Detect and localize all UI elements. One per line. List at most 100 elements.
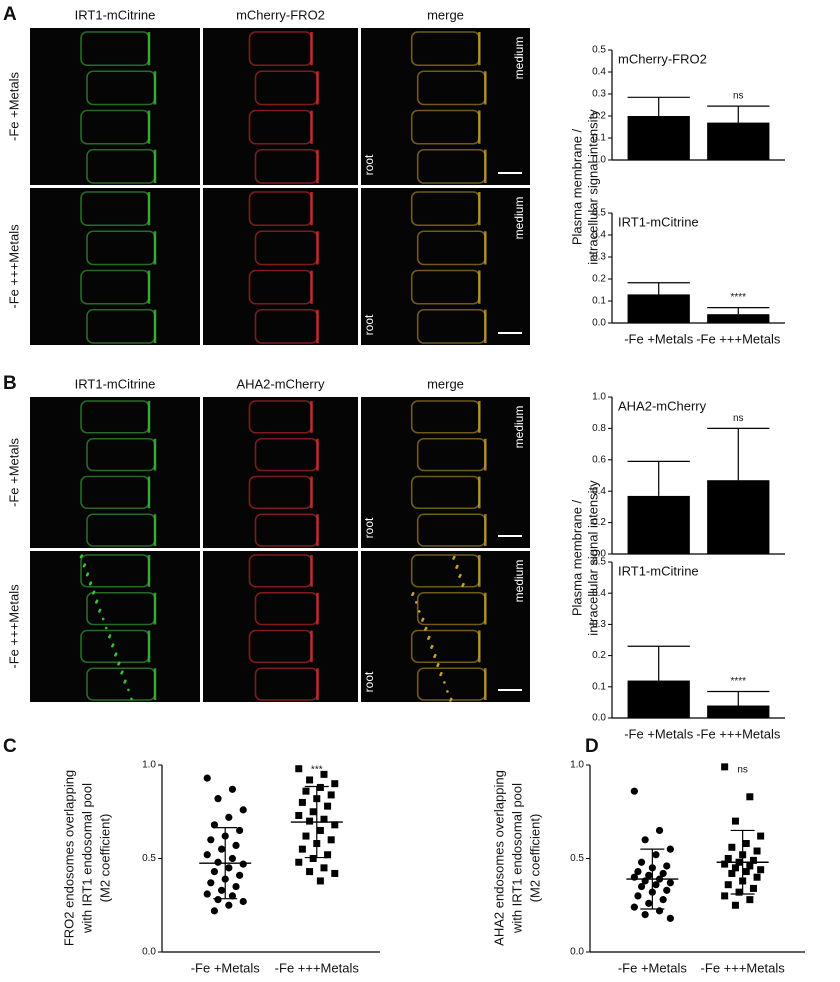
x-tick-label: -Fe +Metals — [618, 960, 687, 975]
x-tick-label: -Fe +Metals — [624, 726, 693, 741]
point — [721, 892, 729, 900]
point — [327, 836, 335, 844]
y-tick-label: 0.5 — [592, 208, 606, 219]
point — [327, 791, 335, 799]
point — [742, 868, 750, 876]
point — [320, 770, 328, 778]
endosome — [123, 681, 126, 684]
point — [302, 787, 310, 795]
point — [630, 903, 638, 911]
point — [731, 901, 739, 909]
y-tick-label: 0.3 — [592, 252, 606, 263]
chart-title: IRT1-mCitrine — [618, 563, 699, 578]
point — [225, 901, 233, 909]
point — [225, 864, 233, 872]
y-tick-label: 0.4 — [592, 588, 606, 599]
y-tick-label: 0.1 — [592, 681, 606, 692]
point — [218, 886, 226, 894]
y-tick-label: 0.1 — [592, 296, 606, 307]
micrograph — [203, 188, 358, 345]
endosome — [433, 655, 436, 658]
point — [641, 911, 649, 919]
point — [753, 847, 761, 855]
endosome — [427, 637, 430, 640]
y-tick-label: 0.3 — [592, 619, 606, 630]
endosome — [91, 591, 95, 595]
micrograph — [203, 397, 358, 548]
y-axis-label: FRO2 endosomes overlapping — [61, 770, 76, 946]
point — [324, 802, 332, 810]
point — [210, 867, 219, 876]
point — [735, 888, 743, 896]
y-tick-label: 0.2 — [592, 274, 606, 285]
point — [210, 907, 219, 915]
point — [663, 886, 671, 894]
row-label: -Fe +++Metals — [6, 584, 21, 669]
y-tick-label: 0.5 — [592, 557, 606, 568]
point — [320, 864, 328, 872]
micrograph — [30, 551, 200, 702]
x-tick-label: -Fe +++Metals — [275, 960, 360, 975]
root-label: root — [362, 671, 376, 692]
y-axis-label: Plasma membrane / — [569, 128, 584, 245]
medium-label: medium — [512, 560, 526, 603]
point — [214, 896, 222, 904]
bar — [627, 116, 690, 160]
y-tick-label: 0.4 — [592, 486, 606, 497]
endosome — [120, 672, 123, 675]
point — [637, 858, 646, 866]
point — [724, 855, 732, 862]
point — [663, 862, 671, 870]
medium-label: medium — [512, 197, 526, 240]
point — [655, 907, 664, 915]
bar — [707, 480, 770, 554]
endosome — [421, 619, 424, 622]
annotation: ns — [737, 765, 748, 776]
endosome — [446, 690, 449, 693]
y-axis-label: with IRT1 endosomal pool — [509, 783, 524, 934]
y-tick-label: 0.1 — [592, 133, 606, 144]
point — [749, 884, 757, 892]
point — [225, 813, 233, 821]
annotation: ns — [733, 91, 744, 102]
endosome — [117, 662, 120, 666]
point — [203, 851, 211, 859]
point — [214, 858, 222, 866]
point — [637, 882, 646, 891]
panel-letter: B — [3, 373, 17, 394]
column-header: merge — [427, 376, 464, 391]
y-axis-label: with IRT1 endosomal pool — [79, 783, 94, 934]
endosome — [114, 653, 117, 657]
point — [309, 855, 317, 862]
annotation: ns — [733, 413, 744, 424]
point — [232, 841, 240, 850]
column-header: merge — [427, 7, 464, 22]
point — [331, 821, 339, 829]
y-tick-label: 0.5 — [142, 853, 156, 864]
endosome — [95, 601, 98, 604]
point — [331, 780, 339, 788]
point — [295, 858, 303, 866]
point — [324, 851, 332, 859]
point — [742, 840, 750, 848]
endosome — [111, 644, 114, 648]
bar — [627, 495, 690, 554]
point — [316, 877, 324, 885]
point — [746, 896, 754, 904]
y-tick-label: 0.6 — [592, 454, 606, 465]
endosome — [452, 557, 455, 560]
column-header: IRT1-mCitrine — [75, 376, 156, 391]
point — [306, 868, 314, 876]
point — [659, 896, 667, 904]
endosome — [436, 664, 439, 668]
y-tick-label: 0.0 — [592, 713, 606, 724]
point — [728, 843, 736, 851]
y-tick-label: 1.0 — [570, 760, 584, 771]
point — [295, 811, 303, 819]
bar — [627, 680, 690, 718]
panel-letter: A — [3, 4, 17, 25]
point — [218, 845, 226, 853]
y-tick-label: 0.2 — [592, 111, 606, 122]
point — [634, 892, 642, 900]
point — [210, 821, 219, 829]
